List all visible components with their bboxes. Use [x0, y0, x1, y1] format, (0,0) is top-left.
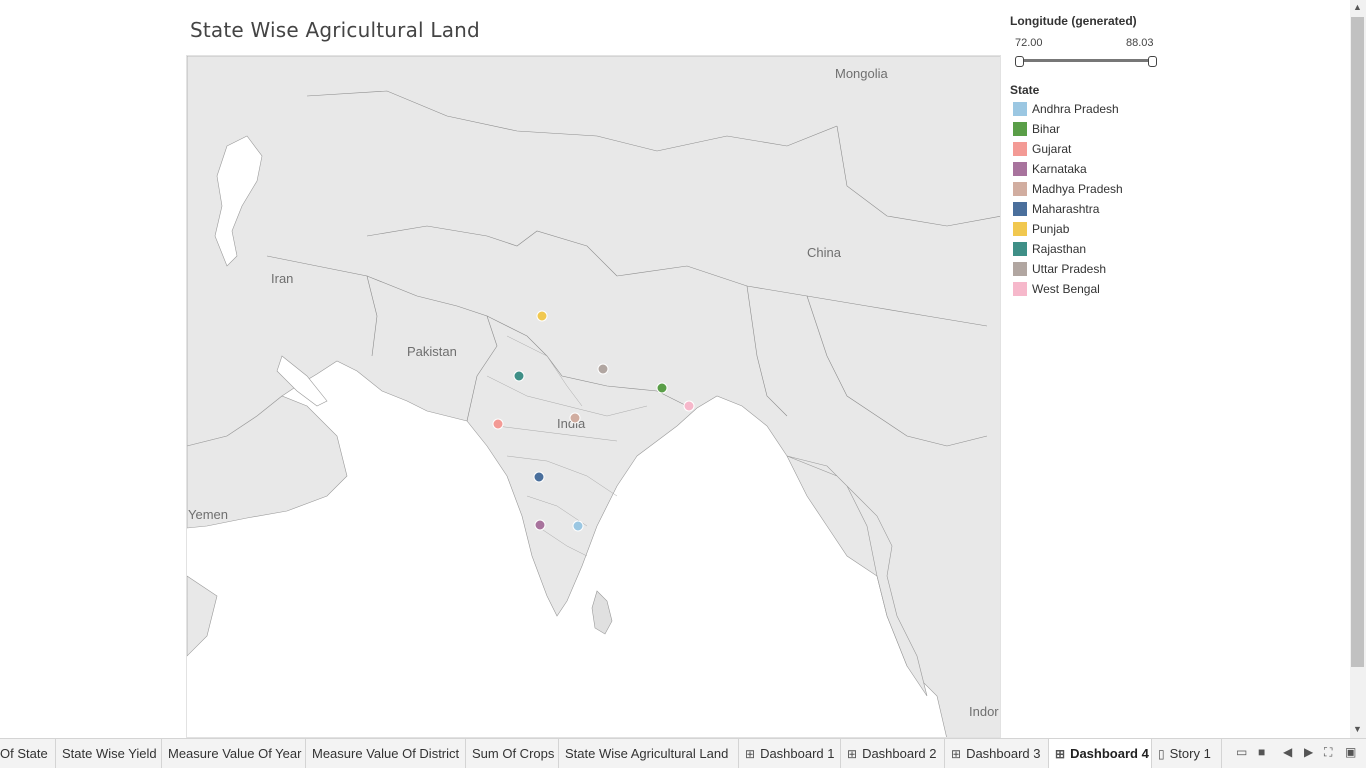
map-point-gujarat[interactable]: [492, 418, 504, 430]
legend-label: West Bengal: [1032, 282, 1100, 296]
map-point-bihar[interactable]: [656, 382, 668, 394]
map-points-layer: [492, 310, 695, 532]
map-label-yemen: Yemen: [188, 507, 228, 522]
legend-swatch: [1013, 282, 1027, 296]
slider-max-handle[interactable]: [1148, 56, 1157, 67]
legend-swatch: [1013, 202, 1027, 216]
show-sheet-sorter-icon[interactable]: ■: [1258, 745, 1266, 759]
tab-measure-value-of-year[interactable]: Measure Value Of Year: [162, 739, 306, 768]
legend-label: Madhya Pradesh: [1032, 182, 1123, 196]
tab-label: Dashboard 2: [862, 746, 937, 761]
dashboard-icon: ⊞: [847, 746, 858, 761]
tab-measure-value-of-district[interactable]: Measure Value Of District: [306, 739, 466, 768]
previous-sheet-icon[interactable]: ◀: [1283, 745, 1293, 759]
legend-item-maharashtra[interactable]: Maharashtra: [1013, 200, 1099, 218]
tab-label: Dashboard 4: [1070, 746, 1149, 761]
tab-label: Measure Value Of District: [312, 746, 460, 761]
legend-swatch: [1013, 222, 1027, 236]
range-min-value: 72.00: [1015, 37, 1043, 49]
legend-label: Gujarat: [1032, 142, 1072, 156]
map-point-west-bengal[interactable]: [683, 400, 695, 412]
sheet-tab-bar: Of State State Wise Yield Measure Value Of…: [0, 738, 1366, 768]
legend-label: Bihar: [1032, 122, 1061, 136]
tab-state-wise-yield[interactable]: State Wise Yield: [56, 739, 162, 768]
tab-label: Of State: [0, 746, 48, 761]
legend-label: Andhra Pradesh: [1032, 102, 1119, 116]
legend-item-madhya-pradesh[interactable]: Madhya Pradesh: [1013, 180, 1123, 198]
tab-label: Sum Of Crops: [472, 746, 555, 761]
slider-min-handle[interactable]: [1015, 56, 1024, 67]
tab-label: Dashboard 1: [760, 746, 835, 761]
legend-swatch: [1013, 122, 1027, 136]
map-point-madhya-pradesh[interactable]: [569, 412, 581, 424]
story-icon: ▯: [1158, 746, 1165, 761]
range-max-value: 88.03: [1126, 37, 1154, 49]
presentation-mode-icon[interactable]: ▣: [1345, 745, 1357, 759]
tab-label: State Wise Agricultural Land: [565, 746, 729, 761]
map-label-indor: Indor: [969, 704, 999, 719]
scroll-up-arrow-icon[interactable]: ▲: [1353, 2, 1362, 12]
tab-label: Story 1: [1169, 746, 1211, 761]
legend-title: State: [1010, 83, 1040, 97]
filter-title: Longitude (generated): [1010, 14, 1137, 28]
page-title: State Wise Agricultural Land: [190, 18, 480, 42]
legend-item-punjab[interactable]: Punjab: [1013, 220, 1069, 238]
longitude-range-slider[interactable]: [1019, 59, 1153, 62]
legend-swatch: [1013, 242, 1027, 256]
dashboard-icon: ⊞: [745, 746, 756, 761]
legend-label: Rajasthan: [1032, 242, 1087, 256]
legend-item-west-bengal[interactable]: West Bengal: [1013, 280, 1100, 298]
tab-state-wise-agricultural-land[interactable]: State Wise Agricultural Land: [559, 739, 739, 768]
map-label-mongolia: Mongolia: [835, 66, 888, 81]
tab-story-1[interactable]: ▯ Story 1: [1152, 739, 1222, 768]
legend-item-gujarat[interactable]: Gujarat: [1013, 140, 1071, 158]
map-point-punjab[interactable]: [536, 310, 548, 322]
legend-label: Uttar Pradesh: [1032, 262, 1107, 276]
map-point-rajasthan[interactable]: [513, 370, 525, 382]
show-filmstrip-icon[interactable]: ▭: [1236, 745, 1248, 759]
dashboard-icon: ⊞: [951, 746, 962, 761]
legend-item-bihar[interactable]: Bihar: [1013, 120, 1060, 138]
fullscreen-icon[interactable]: ⛶: [1324, 745, 1333, 759]
tab-of-state[interactable]: Of State: [0, 739, 56, 768]
scrollbar-thumb[interactable]: [1351, 17, 1364, 667]
tab-label: State Wise Yield: [62, 746, 157, 761]
legend-item-andhra-pradesh[interactable]: Andhra Pradesh: [1013, 100, 1119, 118]
legend-swatch: [1013, 142, 1027, 156]
legend-item-karnataka[interactable]: Karnataka: [1013, 160, 1087, 178]
tab-dashboard-4[interactable]: ⊞ Dashboard 4: [1049, 739, 1152, 768]
next-sheet-icon[interactable]: ▶: [1304, 745, 1314, 759]
tab-sum-of-crops[interactable]: Sum Of Crops: [466, 739, 559, 768]
legend-item-uttar-pradesh[interactable]: Uttar Pradesh: [1013, 260, 1106, 278]
legend-swatch: [1013, 262, 1027, 276]
legend-swatch: [1013, 102, 1027, 116]
map-label-iran: Iran: [271, 271, 294, 286]
tab-label: Dashboard 3: [966, 746, 1041, 761]
legend-label: Maharashtra: [1032, 202, 1100, 216]
legend-item-rajasthan[interactable]: Rajasthan: [1013, 240, 1086, 258]
map-point-maharashtra[interactable]: [533, 471, 545, 483]
scroll-down-arrow-icon[interactable]: ▼: [1353, 724, 1362, 734]
map-label-china: China: [807, 245, 841, 260]
legend-label: Karnataka: [1032, 162, 1087, 176]
legend-swatch: [1013, 162, 1027, 176]
tab-dashboard-2[interactable]: ⊞ Dashboard 2: [841, 739, 945, 768]
legend-label: Punjab: [1032, 222, 1070, 236]
map-label-pakistan: Pakistan: [407, 344, 457, 359]
map-point-andhra-pradesh[interactable]: [572, 520, 584, 532]
map-point-karnataka[interactable]: [534, 519, 546, 531]
legend-swatch: [1013, 182, 1027, 196]
dashboard-icon: ⊞: [1055, 746, 1066, 761]
map-basemap: [187, 56, 1000, 737]
tab-dashboard-1[interactable]: ⊞ Dashboard 1: [739, 739, 841, 768]
map-point-uttar-pradesh[interactable]: [597, 363, 609, 375]
tab-label: Measure Value Of Year: [168, 746, 302, 761]
tab-dashboard-3[interactable]: ⊞ Dashboard 3: [945, 739, 1049, 768]
map-view[interactable]: Mongolia China Iran Pakistan India Yemen Indor: [186, 55, 1001, 738]
